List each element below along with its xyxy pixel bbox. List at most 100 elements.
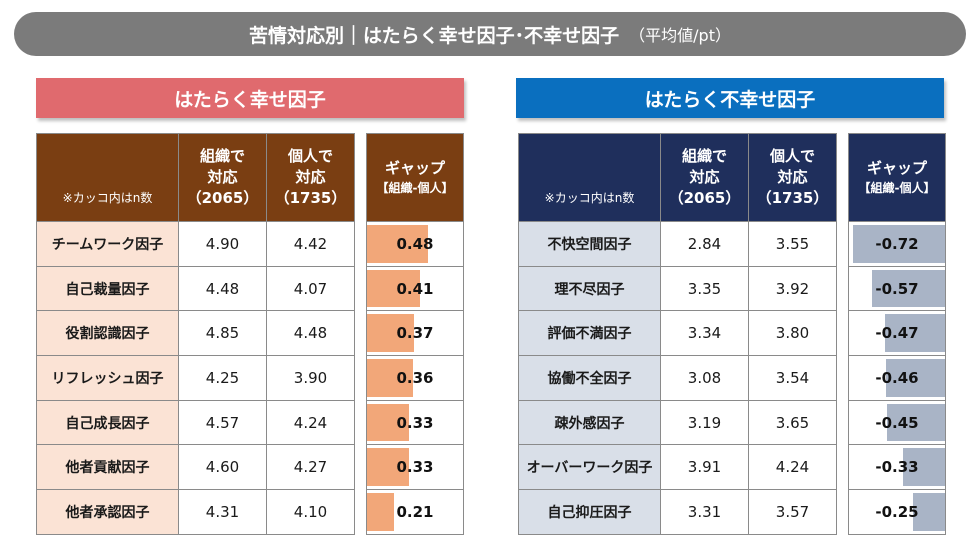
ind-value: 3.92 [748,265,837,312]
org-value: 4.48 [178,265,267,312]
unhappy-gap-row: -0.46 [848,355,946,401]
unhappy-gap-cell: -0.45 [848,399,946,446]
happy-gap-bar [367,493,394,531]
factor-name: 自己抑圧因子 [518,489,661,535]
ind-value: 3.54 [748,355,837,401]
unhappy-gap-column: ギャップ 【組織-個人】 -0.72 -0.57 -0.47 -0.46 -0.45 -0… [848,133,946,535]
unhappy-gap-row: -0.57 [848,265,946,312]
unhappy-col-ind: 個人で 対応 （1735） [748,133,837,222]
page-title: 苦情対応別｜はたらく幸せ因子･不幸せ因子 （平均値/pt） [14,12,966,56]
unhappy-gap-cell: -0.47 [848,310,946,357]
factor-name: 評価不満因子 [518,310,661,357]
factor-name: 役割認識因子 [36,310,179,357]
unhappy-gap-bar [913,493,945,531]
table-row: 評価不満因子 3.34 3.80 [518,310,837,357]
unhappy-gap-label: -0.46 [875,368,919,387]
org-value: 4.60 [178,444,267,491]
table-row: オーバーワーク因子 3.91 4.24 [518,444,837,491]
table-row: 理不尽因子 3.35 3.92 [518,265,837,312]
ind-value: 4.24 [748,444,837,491]
unhappy-col-ind-l1: 個人で [769,147,815,165]
org-value: 4.57 [178,399,267,446]
unhappy-gap-label: -0.47 [875,324,919,343]
unhappy-gap-label: -0.45 [875,413,919,432]
happy-gap-cell: 0.36 [366,355,464,401]
unhappy-gap-bar [884,314,945,353]
happy-gap-row: 0.21 [366,489,464,535]
unhappy-gap-row: -0.72 [848,221,946,267]
ind-value: 3.80 [748,310,837,357]
ind-value: 4.10 [266,489,355,535]
factor-name: 自己成長因子 [36,399,179,446]
table-row: 役割認識因子 4.85 4.48 [36,310,355,357]
ind-value: 4.07 [266,265,355,312]
happy-gap-cell: 0.48 [366,221,464,267]
factor-name: 理不尽因子 [518,265,661,312]
unhappy-gap-bar [852,225,945,263]
ind-value: 4.48 [266,310,355,357]
unhappy-col-org-l2: 対応 [689,168,720,186]
table-row: 疎外感因子 3.19 3.65 [518,399,837,446]
unhappy-col-org-n: （2065） [668,189,741,207]
happy-gap-bar [367,269,420,308]
table-row: リフレッシュ因子 4.25 3.90 [36,355,355,401]
happy-gap-header: ギャップ 【組織-個人】 [366,133,464,222]
org-value: 4.25 [178,355,267,401]
factor-name: 自己裁量因子 [36,265,179,312]
org-value: 3.34 [660,310,749,357]
unhappy-gap-label: -0.25 [875,502,919,521]
unhappy-gap-subtitle: 【組織-個人】 [858,180,936,195]
happy-gap-row: 0.41 [366,265,464,312]
table-row: 協働不全因子 3.08 3.54 [518,355,837,401]
org-value: 3.35 [660,265,749,312]
factor-name: リフレッシュ因子 [36,355,179,401]
happy-gap-label: 0.36 [396,368,434,387]
ind-value: 3.90 [266,355,355,401]
factor-name: 他者貢献因子 [36,444,179,491]
org-value: 3.08 [660,355,749,401]
ind-value: 4.27 [266,444,355,491]
happy-col-org: 組織で 対応 （2065） [178,133,267,222]
page-title-sub: （平均値/pt） [629,26,731,45]
unhappy-factor-table: ※カッコ内はn数 組織で 対応 （2065） 個人で 対応 （1735） 不快空… [518,133,837,535]
unhappy-gap-row: -0.25 [848,489,946,535]
happy-col-ind-n: （1735） [274,189,347,207]
happy-col-ind-l2: 対応 [295,168,326,186]
table-row: チームワーク因子 4.90 4.42 [36,221,355,267]
happy-gap-row: 0.33 [366,444,464,491]
factor-name: 他者承認因子 [36,489,179,535]
unhappy-gap-header: ギャップ 【組織-個人】 [848,133,946,222]
happy-gap-row: 0.36 [366,355,464,401]
happy-gap-label: 0.33 [396,458,434,477]
happy-gap-bar [367,314,415,353]
unhappy-gap-label: -0.57 [875,279,919,298]
happy-gap-bar [367,403,410,442]
unhappy-gap-cell: -0.33 [848,444,946,491]
unhappy-gap-bar [902,448,945,487]
org-value: 3.91 [660,444,749,491]
happy-col-org-n: （2065） [186,189,259,207]
happy-gap-row: 0.37 [366,310,464,357]
happy-gap-cell: 0.33 [366,444,464,491]
unhappy-gap-cell: -0.57 [848,265,946,312]
ind-value: 4.42 [266,221,355,267]
happy-gap-cell: 0.21 [366,489,464,535]
org-value: 4.85 [178,310,267,357]
factor-name: 不快空間因子 [518,221,661,267]
unhappy-gap-cell: -0.25 [848,489,946,535]
ind-value: 3.57 [748,489,837,535]
table-row: 他者承認因子 4.31 4.10 [36,489,355,535]
page-title-main: 苦情対応別｜はたらく幸せ因子･不幸せ因子 [249,24,620,47]
unhappy-gap-bar [887,403,945,442]
happy-col-org-l1: 組織で [199,147,245,165]
unhappy-section-banner: はたらく不幸せ因子 [516,78,944,118]
happy-gap-column: ギャップ 【組織-個人】 0.48 0.41 0.37 0.36 0.33 0.33 0.2… [366,133,464,535]
factor-name: 協働不全因子 [518,355,661,401]
unhappy-col-org-l1: 組織で [681,147,727,165]
org-value: 3.19 [660,399,749,446]
unhappy-gap-row: -0.45 [848,399,946,446]
table-row: 自己成長因子 4.57 4.24 [36,399,355,446]
unhappy-gap-row: -0.33 [848,444,946,491]
factor-name: オーバーワーク因子 [518,444,661,491]
unhappy-gap-label: -0.72 [875,234,919,253]
